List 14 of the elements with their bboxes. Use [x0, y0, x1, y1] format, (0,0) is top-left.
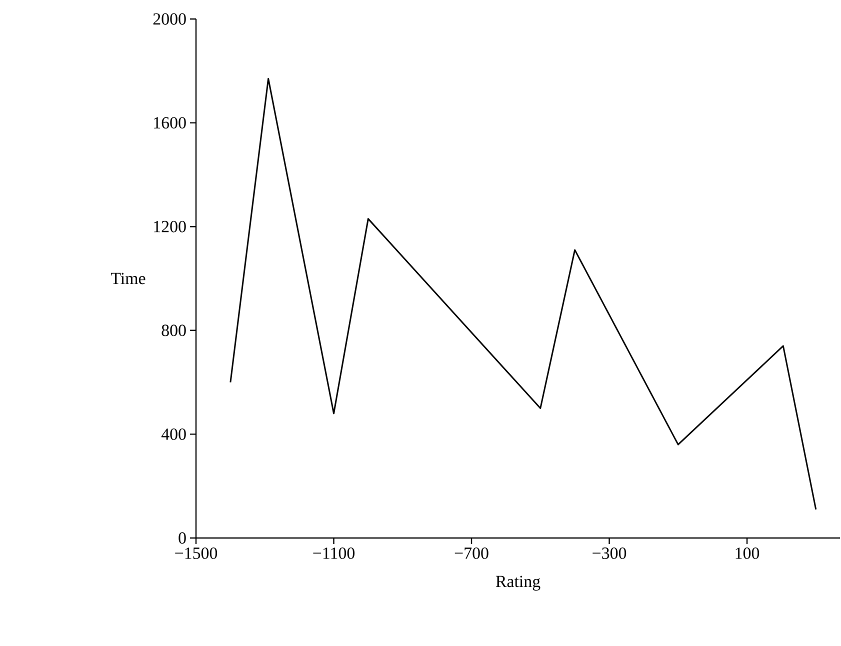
y-axis-title: Time	[110, 272, 146, 284]
y-tick-label: 1200	[154, 220, 186, 232]
x-tick-label: −1500	[175, 547, 218, 559]
y-tick-label: 800	[162, 324, 186, 336]
x-tick-label: −1100	[313, 547, 355, 559]
y-tick-label: 2000	[153, 13, 186, 25]
x-axis-title: Rating	[496, 576, 540, 591]
y-tick-label: 0	[178, 532, 186, 544]
x-tick-label: 100	[736, 547, 760, 559]
y-tick-label: 1600	[154, 117, 186, 129]
line-series	[230, 78, 817, 510]
y-tick-label: 400	[161, 428, 186, 440]
x-tick-label: −700	[454, 547, 488, 559]
x-tick-label: −300	[592, 547, 626, 559]
